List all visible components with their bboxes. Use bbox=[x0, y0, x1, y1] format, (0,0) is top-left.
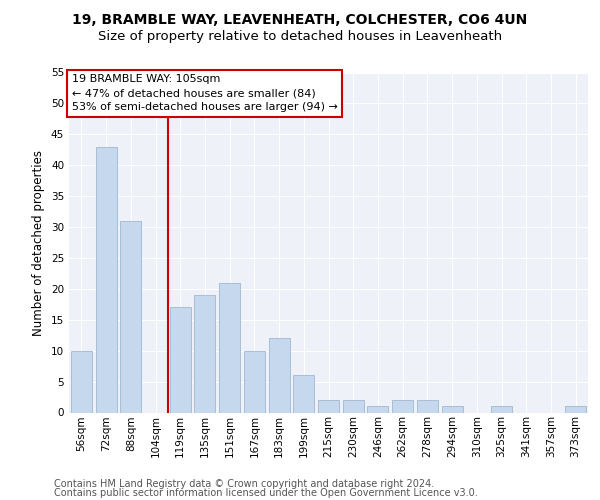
Bar bbox=[367, 406, 388, 412]
Bar bbox=[318, 400, 339, 412]
Bar bbox=[491, 406, 512, 412]
Bar bbox=[219, 282, 240, 412]
Text: Contains public sector information licensed under the Open Government Licence v3: Contains public sector information licen… bbox=[54, 488, 478, 498]
Bar bbox=[95, 146, 116, 412]
Y-axis label: Number of detached properties: Number of detached properties bbox=[32, 150, 46, 336]
Bar bbox=[442, 406, 463, 412]
Bar bbox=[343, 400, 364, 412]
Bar bbox=[244, 350, 265, 412]
Bar bbox=[269, 338, 290, 412]
Bar bbox=[170, 308, 191, 412]
Bar bbox=[417, 400, 438, 412]
Bar bbox=[565, 406, 586, 412]
Bar bbox=[392, 400, 413, 412]
Bar bbox=[194, 295, 215, 412]
Bar bbox=[71, 350, 92, 412]
Bar bbox=[120, 221, 141, 412]
Text: Size of property relative to detached houses in Leavenheath: Size of property relative to detached ho… bbox=[98, 30, 502, 43]
Text: 19, BRAMBLE WAY, LEAVENHEATH, COLCHESTER, CO6 4UN: 19, BRAMBLE WAY, LEAVENHEATH, COLCHESTER… bbox=[73, 12, 527, 26]
Text: 19 BRAMBLE WAY: 105sqm
← 47% of detached houses are smaller (84)
53% of semi-det: 19 BRAMBLE WAY: 105sqm ← 47% of detached… bbox=[71, 74, 337, 112]
Bar bbox=[293, 376, 314, 412]
Text: Contains HM Land Registry data © Crown copyright and database right 2024.: Contains HM Land Registry data © Crown c… bbox=[54, 479, 434, 489]
